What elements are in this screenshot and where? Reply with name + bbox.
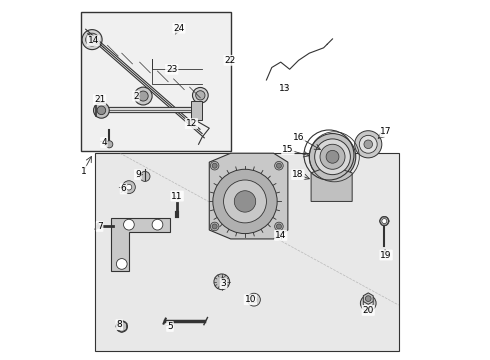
- Circle shape: [315, 139, 350, 175]
- Circle shape: [134, 87, 152, 105]
- Circle shape: [276, 163, 281, 168]
- Circle shape: [234, 191, 256, 212]
- Text: 3: 3: [220, 279, 226, 288]
- Polygon shape: [311, 166, 352, 202]
- Text: 6: 6: [121, 184, 126, 193]
- Circle shape: [360, 296, 376, 311]
- Circle shape: [82, 30, 102, 50]
- Text: 9: 9: [135, 170, 141, 179]
- Circle shape: [275, 161, 283, 170]
- Circle shape: [86, 33, 98, 46]
- Circle shape: [275, 222, 283, 231]
- Circle shape: [106, 141, 113, 148]
- Circle shape: [117, 258, 127, 269]
- Circle shape: [212, 163, 217, 168]
- Text: 11: 11: [172, 192, 183, 201]
- Circle shape: [276, 224, 281, 229]
- Circle shape: [138, 91, 148, 101]
- Text: 14: 14: [275, 231, 287, 240]
- Circle shape: [212, 224, 217, 229]
- Circle shape: [214, 274, 230, 290]
- Polygon shape: [95, 153, 398, 351]
- Circle shape: [355, 131, 382, 158]
- Circle shape: [122, 181, 135, 194]
- Text: 16: 16: [293, 132, 304, 141]
- Circle shape: [210, 161, 219, 170]
- Text: 5: 5: [167, 322, 173, 331]
- Text: 12: 12: [186, 119, 197, 128]
- Polygon shape: [111, 217, 170, 271]
- Bar: [81, 12, 231, 152]
- Text: 1: 1: [81, 167, 86, 176]
- Text: 10: 10: [245, 295, 256, 304]
- Circle shape: [123, 219, 134, 230]
- Circle shape: [382, 219, 387, 224]
- Circle shape: [126, 184, 132, 190]
- Circle shape: [193, 87, 208, 103]
- Text: 20: 20: [363, 306, 374, 315]
- Text: 15: 15: [282, 145, 294, 154]
- Text: 4: 4: [101, 138, 107, 147]
- Text: 19: 19: [380, 251, 392, 260]
- Circle shape: [326, 150, 339, 163]
- Circle shape: [210, 222, 219, 231]
- Text: 13: 13: [278, 84, 290, 93]
- Circle shape: [213, 169, 277, 234]
- Circle shape: [116, 321, 127, 332]
- Text: 8: 8: [117, 320, 122, 329]
- Circle shape: [320, 144, 345, 169]
- Circle shape: [251, 297, 257, 302]
- Circle shape: [359, 135, 377, 153]
- Text: 24: 24: [173, 24, 185, 33]
- Text: 21: 21: [94, 95, 105, 104]
- Circle shape: [196, 91, 205, 100]
- Polygon shape: [192, 101, 202, 120]
- Circle shape: [90, 37, 94, 42]
- Text: 17: 17: [380, 127, 392, 136]
- Text: 22: 22: [224, 56, 236, 65]
- Circle shape: [94, 103, 109, 118]
- Polygon shape: [209, 153, 288, 239]
- Circle shape: [380, 216, 389, 226]
- Text: 7: 7: [97, 222, 102, 231]
- Text: 14: 14: [88, 36, 99, 45]
- Text: 2: 2: [133, 91, 139, 100]
- Circle shape: [366, 296, 371, 301]
- Polygon shape: [363, 293, 373, 304]
- Circle shape: [152, 219, 163, 230]
- Circle shape: [363, 298, 373, 308]
- Circle shape: [364, 140, 372, 149]
- Circle shape: [97, 106, 106, 114]
- Text: 18: 18: [292, 170, 304, 179]
- Circle shape: [223, 180, 267, 223]
- Circle shape: [247, 293, 260, 306]
- Text: 23: 23: [166, 65, 177, 74]
- Circle shape: [140, 171, 150, 181]
- Circle shape: [309, 134, 356, 180]
